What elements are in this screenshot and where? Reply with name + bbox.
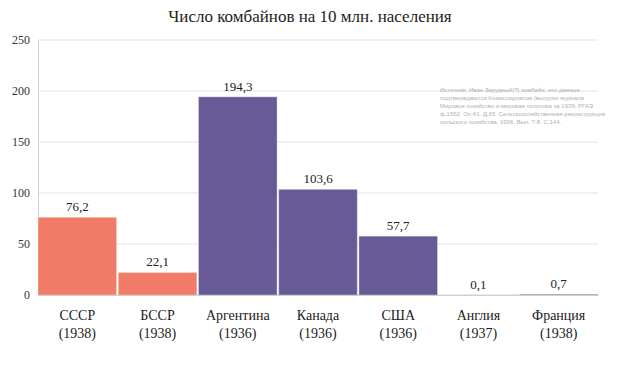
- x-tick-label-line: (1936): [380, 326, 418, 342]
- y-tick-label: 0: [24, 288, 30, 302]
- y-tick: 100: [12, 186, 38, 200]
- data-label: 103,6: [303, 171, 333, 186]
- x-axis: СССР(1938)БССР(1938)Аргентина(1936)Канад…: [39, 295, 599, 342]
- x-tick-label: США (1936): [380, 308, 418, 342]
- grid: [38, 40, 598, 295]
- grid-line: [38, 142, 598, 143]
- annotation: ф.1562, Оп.41. Д.65. Сельскохозяйственна…: [440, 111, 605, 117]
- y-tick: 200: [12, 84, 38, 98]
- data-label: 0,7: [551, 276, 568, 291]
- chart: Число комбайнов на 10 млн. населения 0 50 1…: [0, 0, 620, 366]
- x-tick-label-line: Канада: [297, 308, 340, 323]
- data-label: 22,1: [146, 254, 169, 269]
- data-label: 0,1: [470, 277, 486, 292]
- x-tick: Англия (1937): [457, 295, 501, 342]
- y-tick-label: 150: [12, 135, 30, 149]
- bar: [519, 294, 598, 295]
- y-tick-label: 200: [12, 84, 30, 98]
- data-label: 194,3: [223, 79, 252, 94]
- x-tick-label: БССР (1938): [139, 308, 177, 342]
- x-tick: США (1936): [380, 295, 418, 342]
- x-tick-label-line: БССР: [140, 308, 175, 323]
- bar: [439, 294, 518, 295]
- title: Число комбайнов на 10 млн. населения: [168, 7, 452, 26]
- source-note: Источник: Иван Зарудный(?) комбайн, эти …: [440, 87, 605, 125]
- x-tick-label-line: Франция: [532, 308, 586, 323]
- x-tick-label-line: (1938): [59, 326, 97, 342]
- y-tick: 150: [12, 135, 38, 149]
- x-tick-label: Аргентина (1936): [206, 308, 270, 342]
- bar: [198, 97, 277, 295]
- x-tick: Канада (1936): [297, 295, 340, 342]
- x-tick: СССР (1938): [59, 295, 97, 342]
- y-tick: 50: [18, 237, 38, 251]
- x-tick-label-line: СССР: [59, 308, 95, 323]
- y-tick-label: 50: [18, 237, 30, 251]
- x-tick-label: Англия (1937): [457, 308, 501, 342]
- bars: [38, 97, 598, 295]
- y-tick: 0: [24, 288, 38, 302]
- y-tick-label: 250: [12, 33, 30, 47]
- annotation: Мировое хозяйство и мировая политика за …: [440, 103, 594, 109]
- x-tick-label-line: (1936): [299, 326, 337, 342]
- data-label: 57,7: [387, 218, 410, 233]
- x-tick-label-line: Аргентина: [206, 308, 270, 323]
- x-tick: Аргентина (1936): [206, 295, 270, 342]
- annotation: сельского хозяйства. 1936. Вып. 7-8. С.1…: [440, 119, 562, 125]
- x-tick-label: СССР (1938): [59, 308, 97, 342]
- x-tick-label-line: (1936): [219, 326, 257, 342]
- annotation: подтверждаются Комиссариатом (выпуски жу…: [440, 95, 584, 101]
- x-tick-label-line: Англия: [457, 308, 501, 323]
- x-tick-label-line: (1938): [540, 326, 578, 342]
- bar: [359, 236, 438, 295]
- x-tick: БССР (1938): [139, 295, 177, 342]
- y-tick: 250: [12, 33, 38, 47]
- y-tick-label: 100: [12, 186, 30, 200]
- x-tick-label-line: (1938): [139, 326, 177, 342]
- x-tick-label-line: (1937): [460, 326, 498, 342]
- bar: [279, 189, 358, 295]
- x-tick-label: Франция (1938): [532, 308, 586, 342]
- x-tick-label-line: США: [381, 308, 415, 323]
- x-axis-line: [39, 295, 599, 296]
- grid-line: [38, 40, 598, 41]
- bar: [118, 272, 197, 295]
- annotation: Источник: Иван Зарудный(?) комбайн, эти …: [440, 87, 580, 93]
- bar: [38, 217, 117, 295]
- data-label: 76,2: [66, 199, 89, 214]
- y-axis: 0 50 100 150 200 250: [12, 33, 39, 302]
- x-tick-label: Канада (1936): [297, 308, 340, 342]
- x-tick: Франция (1938): [532, 295, 586, 342]
